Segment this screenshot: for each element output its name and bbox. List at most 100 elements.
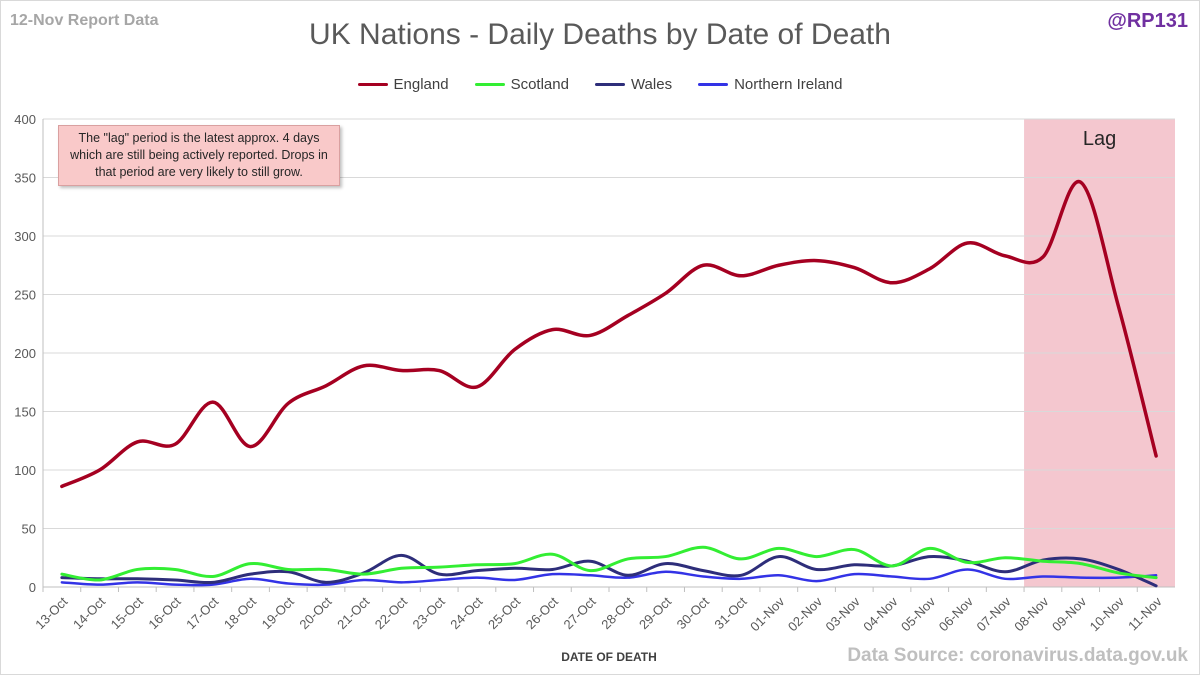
author-handle: @RP131: [1107, 10, 1188, 32]
data-point-england: [550, 328, 554, 332]
data-point-northern-ireland: [1079, 576, 1083, 580]
x-tick-label: 22-Oct: [372, 594, 410, 632]
data-point-northern-ireland: [98, 583, 102, 587]
data-point-wales: [588, 559, 592, 563]
x-tick-label: 28-Oct: [598, 594, 636, 632]
legend-item-scotland: Scotland: [474, 76, 569, 93]
data-point-wales: [1079, 557, 1083, 561]
y-tick-label: 150: [14, 405, 36, 420]
data-point-scotland: [588, 569, 592, 573]
data-source: Data Source: coronavirus.data.gov.uk: [847, 645, 1188, 666]
y-tick-label: 100: [14, 463, 36, 478]
data-point-england: [60, 484, 64, 488]
data-point-england: [286, 401, 290, 405]
data-point-scotland: [249, 562, 253, 566]
x-tick-label: 19-Oct: [259, 594, 297, 632]
x-tick-label: 30-Oct: [674, 594, 712, 632]
data-point-scotland: [701, 545, 705, 549]
data-point-scotland: [98, 578, 102, 582]
data-point-northern-ireland: [437, 578, 441, 582]
data-point-england: [890, 281, 894, 285]
x-tick-label: 25-Oct: [485, 594, 523, 632]
x-tick-label: 24-Oct: [447, 594, 485, 632]
x-tick-label: 23-Oct: [410, 594, 448, 632]
x-tick-label: 02-Nov: [785, 594, 826, 635]
data-point-scotland: [135, 567, 139, 571]
x-tick-label: 15-Oct: [108, 594, 146, 632]
data-point-scotland: [1079, 562, 1083, 566]
x-tick-label: 18-Oct: [221, 594, 259, 632]
data-point-england: [664, 291, 668, 295]
x-tick-label: 01-Nov: [747, 594, 788, 635]
data-point-northern-ireland: [135, 580, 139, 584]
data-point-england: [588, 333, 592, 337]
legend-swatch-scotland: [474, 83, 505, 86]
data-point-scotland: [664, 555, 668, 559]
data-point-northern-ireland: [965, 567, 969, 571]
legend-label-scotland: Scotland: [510, 76, 569, 93]
data-point-scotland: [739, 557, 743, 561]
legend-item-wales: Wales: [594, 76, 672, 93]
data-point-england: [1154, 454, 1158, 458]
x-tick-label: 10-Nov: [1087, 594, 1128, 635]
data-point-northern-ireland: [362, 578, 366, 582]
x-tick-label: 31-Oct: [711, 594, 749, 632]
data-point-wales: [513, 566, 517, 570]
x-tick-label: 08-Nov: [1011, 594, 1052, 635]
data-point-england: [135, 440, 139, 444]
data-point-wales: [852, 563, 856, 567]
data-point-scotland: [399, 566, 403, 570]
data-point-wales: [324, 580, 328, 584]
data-point-england: [211, 400, 215, 404]
data-point-england: [965, 241, 969, 245]
lag-note: The "lag" period is the latest approx. 4…: [58, 125, 340, 186]
data-point-england: [98, 468, 102, 472]
x-tick-label: 13-Oct: [32, 594, 70, 632]
data-point-scotland: [890, 564, 894, 568]
data-point-scotland: [1003, 556, 1007, 560]
x-tick-label: 26-Oct: [523, 594, 561, 632]
series-line-england: [60, 180, 1158, 489]
data-point-wales: [777, 555, 781, 559]
x-axis-label: DATE OF DEATH: [561, 650, 657, 664]
data-point-scotland: [852, 548, 856, 552]
data-point-england: [324, 384, 328, 388]
data-point-northern-ireland: [60, 580, 64, 584]
data-point-northern-ireland: [1041, 574, 1045, 578]
data-point-northern-ireland: [664, 570, 668, 574]
y-tick-label: 300: [14, 229, 36, 244]
legend-label-england: England: [393, 76, 449, 93]
data-point-wales: [475, 569, 479, 573]
x-tick-label: 04-Nov: [860, 594, 901, 635]
data-point-wales: [60, 576, 64, 580]
legend-item-england: England: [357, 76, 449, 93]
data-point-northern-ireland: [890, 574, 894, 578]
data-point-england: [1116, 304, 1120, 308]
data-point-england: [513, 347, 517, 351]
data-point-england: [362, 364, 366, 368]
data-point-northern-ireland: [475, 576, 479, 580]
data-point-scotland: [1041, 559, 1045, 563]
data-point-wales: [664, 562, 668, 566]
x-tick-label: 05-Nov: [898, 594, 939, 635]
data-point-england: [249, 445, 253, 449]
data-point-northern-ireland: [1003, 577, 1007, 581]
data-point-wales: [626, 573, 630, 577]
data-point-scotland: [173, 567, 177, 571]
legend-label-northern-ireland: Northern Ireland: [734, 76, 843, 93]
legend: England Scotland Wales Northern Ireland: [0, 76, 1200, 93]
data-point-northern-ireland: [588, 573, 592, 577]
x-tick-label: 11-Nov: [1125, 594, 1165, 634]
data-point-wales: [928, 555, 932, 559]
data-point-wales: [739, 573, 743, 577]
x-tick-label: 06-Nov: [936, 594, 977, 635]
data-point-northern-ireland: [777, 573, 781, 577]
data-point-wales: [701, 569, 705, 573]
x-tick-label: 14-Oct: [70, 594, 108, 632]
data-point-wales: [1154, 584, 1158, 588]
data-point-northern-ireland: [815, 579, 819, 583]
data-point-northern-ireland: [852, 572, 856, 576]
data-point-wales: [211, 580, 215, 584]
data-point-scotland: [60, 572, 64, 576]
legend-swatch-wales: [594, 83, 625, 86]
